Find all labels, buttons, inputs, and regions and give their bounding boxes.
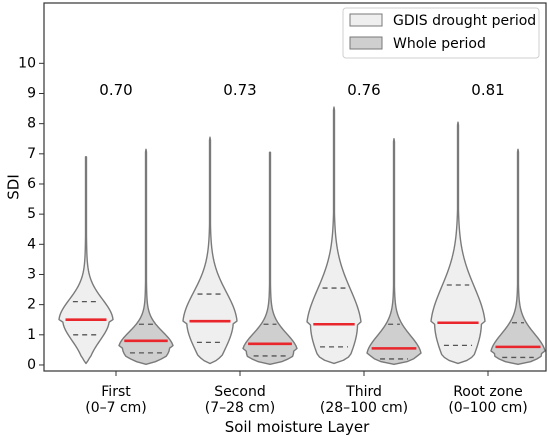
violin-gdis (58, 156, 114, 365)
x-tick-label: First (101, 384, 131, 400)
legend-frame (342, 7, 540, 59)
y-tick-label: 5 (27, 206, 36, 222)
y-tick-label: 10 (18, 55, 36, 71)
violin-whole (118, 148, 174, 366)
violin-whole (490, 148, 546, 366)
y-axis-label: SDI (5, 174, 23, 200)
violin-gdis (182, 136, 238, 365)
violin-gdis (430, 121, 486, 365)
x-axis-ticks: First(0–7 cm) Second(7–28 cm) Third(28–100… (85, 371, 528, 416)
y-tick-label: 6 (27, 176, 36, 192)
x-tick-sublabel: (0–7 cm) (85, 400, 147, 416)
y-tick-label: 4 (27, 236, 36, 252)
x-tick-label: Second (214, 384, 266, 400)
correlation-annotation: 0.76 (347, 81, 380, 99)
legend-swatch-gdis (349, 13, 383, 27)
y-tick-label: 0 (27, 357, 36, 373)
y-tick-label: 7 (27, 146, 36, 162)
y-tick-label: 2 (27, 297, 36, 313)
y-tick-label: 3 (27, 266, 36, 282)
legend-label-whole: Whole period (393, 36, 486, 52)
violin-whole (242, 151, 298, 366)
legend-swatch-whole (349, 36, 383, 50)
y-axis-ticks: 0 1 2 3 4 5 6 7 8 9 10 (18, 55, 44, 373)
violin-gdis (306, 106, 362, 365)
x-tick-label: Third (345, 384, 382, 400)
correlation-annotation: 0.73 (223, 81, 256, 99)
plot-frame (43, 2, 547, 372)
violin-whole (366, 138, 422, 366)
x-axis-label: Soil moisture Layer (225, 418, 370, 436)
x-tick-sublabel: (28–100 cm) (320, 400, 408, 416)
correlation-annotation: 0.70 (99, 81, 132, 99)
x-tick-sublabel: (7–28 cm) (205, 400, 275, 416)
x-tick-sublabel: (0–100 cm) (448, 400, 527, 416)
y-tick-label: 1 (27, 327, 36, 343)
legend: GDIS drought period Whole period (342, 7, 540, 59)
annotations: 0.70 0.73 0.76 0.81 (99, 81, 504, 99)
legend-label-gdis: GDIS drought period (393, 13, 536, 29)
correlation-annotation: 0.81 (471, 81, 504, 99)
violins (58, 106, 546, 366)
x-tick-label: Root zone (453, 384, 523, 400)
y-tick-label: 8 (27, 116, 36, 132)
y-tick-label: 9 (27, 85, 36, 101)
